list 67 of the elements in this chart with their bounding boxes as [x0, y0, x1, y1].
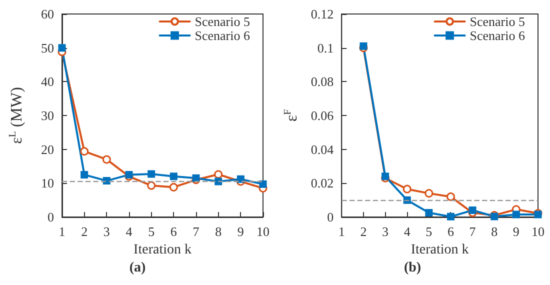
point	[170, 172, 178, 180]
y-tick-label: 60	[41, 6, 54, 22]
point	[446, 212, 454, 220]
point	[468, 206, 476, 214]
x-tick-label: 5	[426, 224, 432, 239]
point	[80, 147, 89, 156]
x-tick-label: 3	[103, 224, 110, 239]
y-tick-label: 30	[41, 108, 54, 123]
text: (b)	[404, 260, 422, 276]
point	[236, 175, 244, 183]
x-tick-label: 2	[81, 224, 88, 239]
y-tick-label: 0	[48, 210, 54, 224]
point	[102, 177, 110, 185]
x-tick-label: 5	[148, 224, 155, 239]
legend-label: Scenario 6	[470, 28, 526, 43]
legend-label: Scenario 5	[470, 14, 526, 29]
x-tick-label: 10	[256, 224, 270, 239]
point	[58, 44, 66, 52]
point	[214, 170, 223, 179]
y-axis-title: εL (MW)	[8, 87, 26, 144]
point	[192, 174, 200, 182]
x-tick-label: 4	[404, 224, 411, 239]
x-tick-label: 10	[532, 224, 544, 239]
point	[512, 210, 520, 218]
point	[169, 182, 178, 192]
point	[125, 170, 133, 178]
x-tick-label: 9	[512, 224, 520, 239]
y-tick-label: 0	[327, 210, 334, 224]
point	[402, 184, 412, 194]
x-tick-label: 1	[58, 224, 66, 239]
x-tick-label: 7	[192, 224, 200, 239]
point	[446, 192, 455, 201]
y-tick-label: 10	[41, 176, 54, 191]
y-axis-title: εF	[282, 108, 300, 122]
x-tick-label: 9	[237, 224, 244, 239]
x-tick-label: 7	[469, 224, 476, 239]
point	[102, 155, 111, 164]
x-tick-label: 3	[382, 224, 389, 239]
point	[425, 209, 433, 217]
y-tick-label: 0.1	[317, 40, 334, 56]
point	[148, 170, 156, 178]
y-tick-label: 0.04	[310, 142, 334, 157]
x-tick-label: 6	[170, 224, 178, 239]
y-tick-label: 0.06	[310, 108, 334, 123]
y-tick-label: 50	[41, 40, 54, 56]
x-tick-label: 6	[447, 224, 454, 239]
x-tick-label: 2	[360, 224, 367, 239]
y-tick-label: 20	[41, 142, 54, 157]
point	[360, 42, 368, 50]
y-tick-label: 0.08	[310, 74, 334, 90]
text: (a)	[129, 260, 146, 276]
legend-label: Scenario 5	[194, 14, 250, 29]
point	[147, 181, 156, 190]
x-axis-title: Iteration k	[134, 242, 192, 258]
x-tick-label: 8	[215, 224, 222, 239]
x-tick-label: 4	[126, 224, 133, 239]
x-tick-label: 8	[491, 224, 498, 239]
point	[259, 180, 267, 188]
y-tick-label: 40	[41, 74, 54, 90]
point	[214, 178, 222, 186]
point	[80, 170, 88, 178]
y-tick-label: 0.02	[310, 176, 334, 191]
y-tick-label: 0.12	[310, 6, 334, 22]
x-axis-title: Iteration k	[410, 242, 469, 258]
legend-label: Scenario 6	[194, 28, 250, 43]
x-tick-label: 1	[338, 224, 345, 239]
point	[424, 189, 434, 198]
